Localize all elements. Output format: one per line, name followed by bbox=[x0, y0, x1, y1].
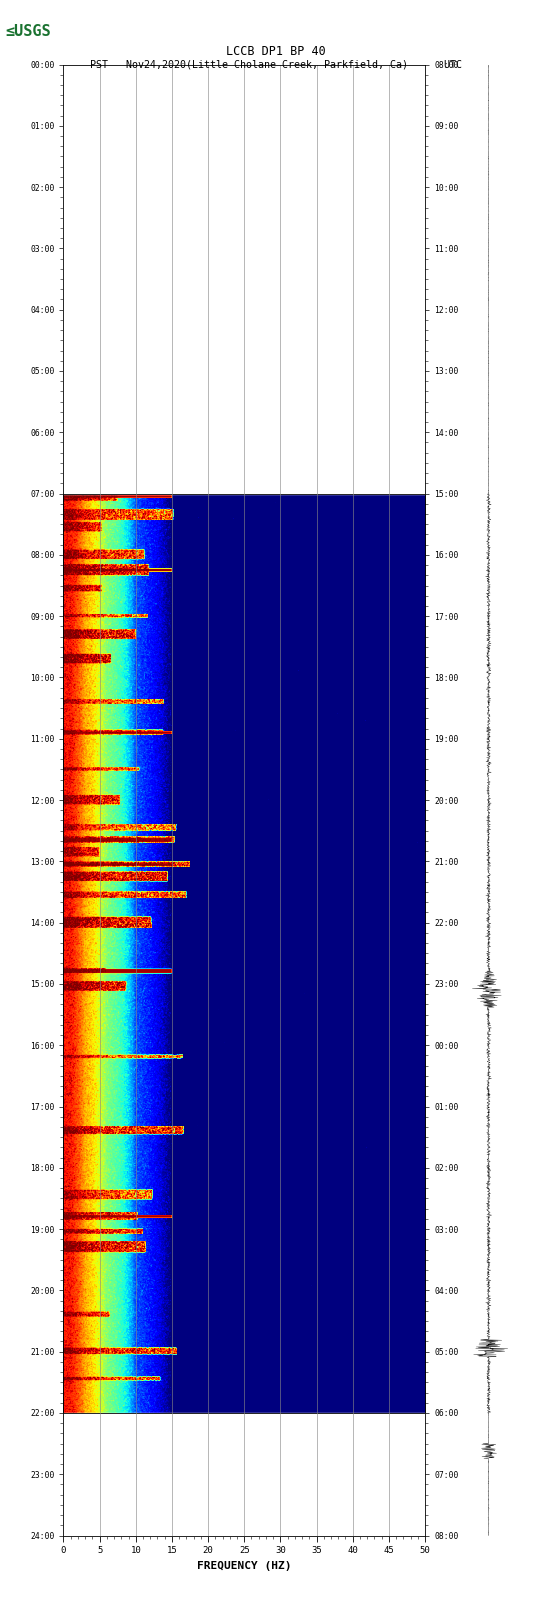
Text: LCCB DP1 BP 40: LCCB DP1 BP 40 bbox=[226, 45, 326, 58]
X-axis label: FREQUENCY (HZ): FREQUENCY (HZ) bbox=[197, 1560, 291, 1571]
Text: PST   Nov24,2020(Little Cholane Creek, Parkfield, Ca)      UTC: PST Nov24,2020(Little Cholane Creek, Par… bbox=[90, 60, 462, 69]
Text: ≤USGS: ≤USGS bbox=[6, 24, 51, 39]
